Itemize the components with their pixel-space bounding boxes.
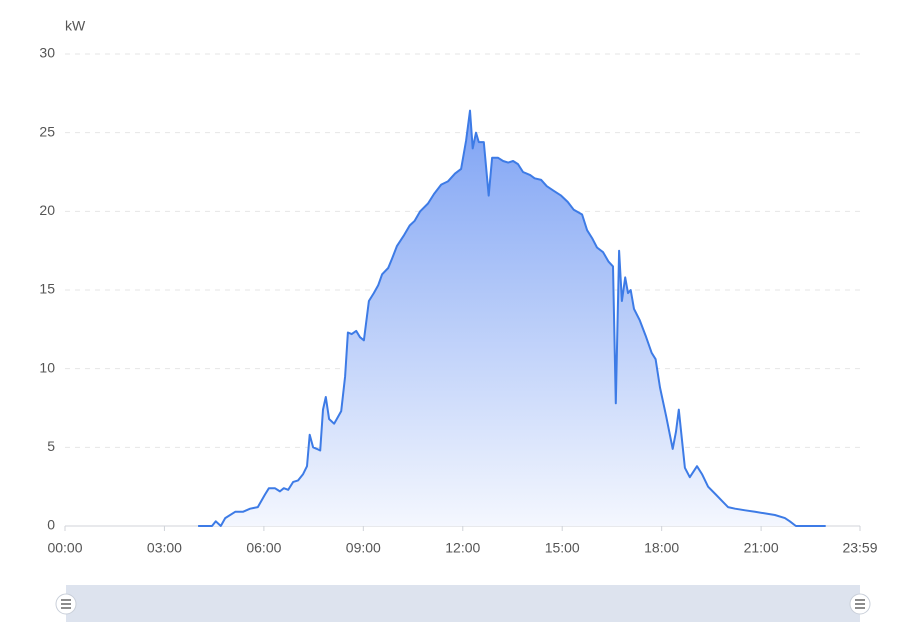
- x-tick-label: 09:00: [346, 540, 381, 556]
- y-unit: kW: [65, 18, 86, 34]
- y-tick-label: 10: [39, 359, 55, 375]
- y-tick-label: 30: [39, 45, 55, 61]
- x-tick-label: 23:59: [842, 540, 877, 556]
- area-fill: [198, 110, 826, 526]
- x-tick-label: 03:00: [147, 540, 182, 556]
- handle-grip: [855, 599, 865, 609]
- y-tick-label: 25: [39, 123, 55, 139]
- x-tick-label: 21:00: [744, 540, 779, 556]
- x-tick-label: 15:00: [545, 540, 580, 556]
- x-tick-label: 00:00: [47, 540, 82, 556]
- y-tick-label: 0: [47, 517, 55, 533]
- x-tick-label: 18:00: [644, 540, 679, 556]
- handle-grip: [61, 599, 71, 609]
- x-tick-label: 12:00: [445, 540, 480, 556]
- y-tick-label: 20: [39, 202, 55, 218]
- x-tick-label: 06:00: [246, 540, 281, 556]
- area-line: [198, 109, 826, 527]
- zoom-slider[interactable]: [55, 585, 871, 622]
- y-tick-label: 15: [39, 281, 55, 297]
- slider-track: [66, 585, 860, 622]
- y-tick-label: 5: [47, 438, 55, 454]
